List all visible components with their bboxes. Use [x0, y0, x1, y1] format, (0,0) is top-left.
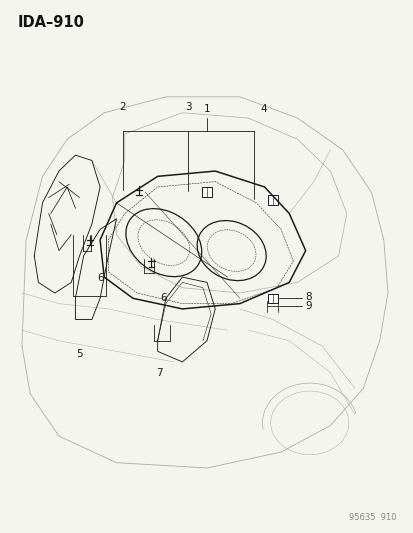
Bar: [267, 294, 277, 303]
Text: 1: 1: [203, 104, 210, 114]
Text: IDA–910: IDA–910: [18, 14, 85, 30]
Text: 4: 4: [260, 104, 266, 114]
Text: 5: 5: [76, 349, 83, 359]
Bar: [267, 196, 277, 205]
Text: 2: 2: [119, 102, 126, 112]
Text: 8: 8: [305, 292, 311, 302]
Text: 3: 3: [185, 102, 191, 112]
Bar: [202, 188, 211, 197]
Text: 7: 7: [156, 368, 163, 378]
Text: 9: 9: [305, 301, 311, 311]
Text: 95635  910: 95635 910: [348, 513, 395, 522]
Text: 6: 6: [160, 293, 167, 303]
Text: 6: 6: [97, 273, 103, 283]
